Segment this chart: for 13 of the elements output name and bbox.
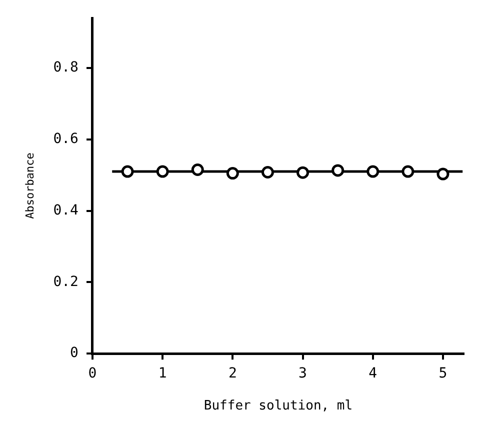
x-axis-title: Buffer solution, ml	[204, 398, 353, 414]
y-tick-label: 0.4	[53, 202, 78, 218]
y-tick-label: 0.8	[53, 60, 78, 76]
x-tick-label: 3	[298, 366, 307, 382]
y-tick-label: 0	[70, 345, 78, 362]
x-tick-label: 1	[158, 366, 167, 382]
y-axis-title: Absorbance	[23, 152, 36, 219]
x-tick-label: 0	[88, 366, 97, 382]
x-tick-label: 5	[438, 366, 448, 382]
x-tick-label: 4	[368, 366, 378, 382]
y-tick-label: 0.6	[53, 131, 78, 148]
x-tick-label: 2	[228, 366, 237, 382]
y-tick-label: 0.2	[53, 274, 78, 290]
